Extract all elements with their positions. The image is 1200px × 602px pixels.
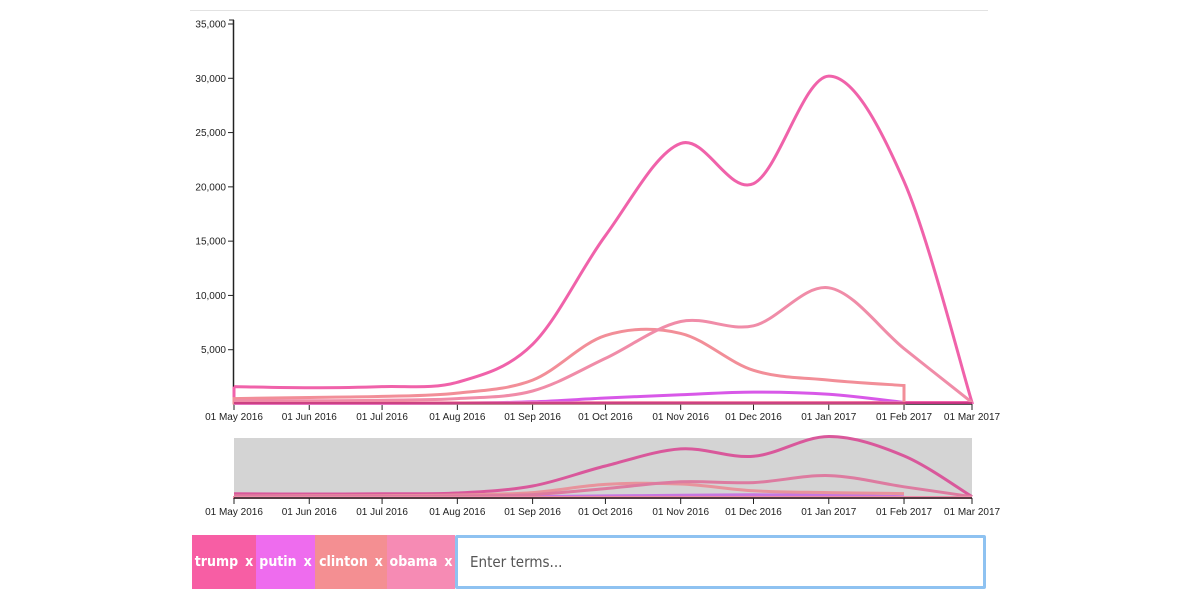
x-tick-label: 01 Sep 2016 bbox=[504, 412, 561, 423]
context-x-tick-label: 01 May 2016 bbox=[205, 507, 263, 518]
y-tick-label: 15,000 bbox=[195, 237, 226, 248]
series-line-clinton bbox=[232, 327, 906, 405]
x-tick-label: 01 Dec 2016 bbox=[725, 412, 782, 423]
x-tick-label: 01 Jun 2016 bbox=[282, 412, 337, 423]
context-x-tick-label: 01 Oct 2016 bbox=[578, 507, 633, 518]
x-tick-label: 01 Jan 2017 bbox=[801, 412, 856, 423]
context-chart[interactable]: 01 May 2016 01 Jun 2016 01 Jul 2016 01 Aug … bbox=[205, 434, 1001, 518]
term-list: trump x putin x clinton x obama x bbox=[192, 535, 455, 589]
term-label: putin bbox=[259, 554, 297, 570]
y-tick-label: 5,000 bbox=[201, 345, 226, 356]
term-label: trump bbox=[194, 554, 239, 570]
context-x-tick-label: 01 Sep 2016 bbox=[504, 507, 561, 518]
term-chip-obama[interactable]: obama x bbox=[387, 535, 455, 589]
term-chip-clinton[interactable]: clinton x bbox=[315, 535, 387, 589]
context-x-tick-label: 01 Jan 2017 bbox=[801, 507, 856, 518]
search-input[interactable] bbox=[455, 535, 986, 589]
remove-term-button[interactable]: x bbox=[303, 554, 312, 570]
x-tick-label: 01 Nov 2016 bbox=[652, 412, 709, 423]
x-tick-label: 01 May 2016 bbox=[205, 412, 263, 423]
plot-area bbox=[232, 74, 975, 405]
term-label: obama bbox=[389, 554, 438, 570]
context-x-tick-label: 01 Jun 2016 bbox=[282, 507, 337, 518]
remove-term-button[interactable]: x bbox=[245, 554, 254, 570]
context-x-tick-label: 01 Feb 2017 bbox=[876, 507, 933, 518]
x-tick-label: 01 Feb 2017 bbox=[876, 412, 933, 423]
context-x-tick-label: 01 Aug 2016 bbox=[429, 507, 486, 518]
series-line-trump bbox=[232, 74, 975, 405]
remove-term-button[interactable]: x bbox=[374, 554, 383, 570]
context-line-trump bbox=[233, 434, 973, 498]
context-x-tick-label: 01 Jul 2016 bbox=[356, 507, 408, 518]
context-x-tick-label: 01 Mar 2017 bbox=[944, 507, 1001, 518]
series-line-obama bbox=[233, 286, 973, 404]
focus-chart: 5,000 10,000 15,000 20,000 25,000 30,000 35,00… bbox=[195, 19, 1001, 423]
chart: 5,000 10,000 15,000 20,000 25,000 30,000 35,00… bbox=[195, 19, 1001, 518]
term-chip-trump[interactable]: trump x bbox=[192, 535, 256, 589]
y-tick-label: 10,000 bbox=[195, 291, 226, 302]
context-x-tick-label: 01 Dec 2016 bbox=[725, 507, 782, 518]
term-chip-putin[interactable]: putin x bbox=[256, 535, 315, 589]
term-label: clinton bbox=[319, 554, 368, 570]
x-tick-label: 01 Aug 2016 bbox=[429, 412, 486, 423]
remove-term-button[interactable]: x bbox=[444, 554, 453, 570]
top-divider bbox=[190, 10, 988, 11]
y-tick-label: 30,000 bbox=[195, 74, 226, 85]
y-tick-label: 20,000 bbox=[195, 182, 226, 193]
x-tick-label: 01 Mar 2017 bbox=[944, 412, 1001, 423]
y-tick-label: 25,000 bbox=[195, 128, 226, 139]
y-tick-label: 35,000 bbox=[195, 20, 226, 31]
x-tick-label: 01 Jul 2016 bbox=[356, 412, 408, 423]
context-x-tick-label: 01 Nov 2016 bbox=[652, 507, 709, 518]
x-tick-label: 01 Oct 2016 bbox=[578, 412, 633, 423]
